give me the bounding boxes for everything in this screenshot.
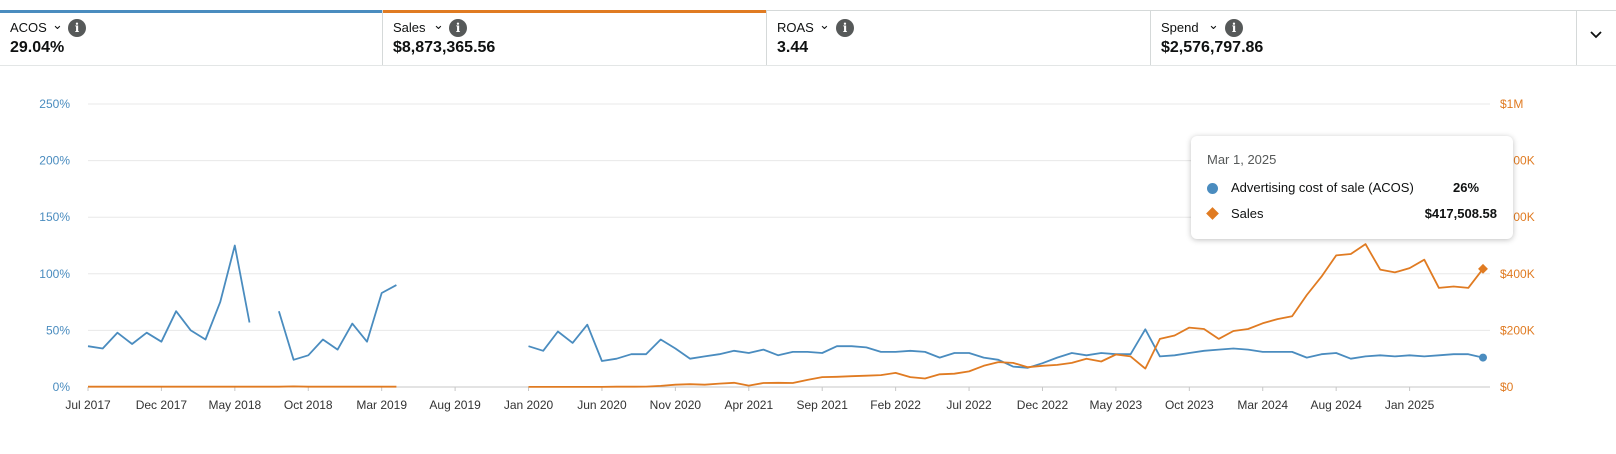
metric-acos[interactable]: ACOS ⌄ i 29.04% — [0, 10, 383, 65]
metric-sales[interactable]: Sales ⌄ i $8,873,365.56 — [383, 10, 767, 65]
metric-acos-label: ACOS — [10, 20, 47, 35]
sales-last-point — [1478, 263, 1488, 274]
info-icon[interactable]: i — [449, 19, 467, 37]
metric-spend-value: $2,576,797.86 — [1161, 39, 1264, 56]
metric-roas-value: 3.44 — [777, 39, 809, 56]
metric-sales-accent — [383, 10, 766, 13]
info-icon[interactable]: i — [68, 19, 86, 37]
x-tick-label: Jan 2025 — [1385, 398, 1435, 412]
y-right-tick-label: $1M — [1500, 97, 1523, 111]
metric-spend[interactable]: Spend ⌄ i $2,576,797.86 — [1151, 11, 1577, 65]
circle-marker-icon — [1207, 183, 1218, 194]
metric-acos-value: 29.04% — [10, 39, 65, 56]
x-tick-label: Oct 2023 — [1165, 398, 1214, 412]
metric-sales-label: Sales — [393, 20, 426, 35]
y-right-tick-label: $400K — [1500, 267, 1535, 281]
tooltip-date: Mar 1, 2025 — [1207, 152, 1277, 167]
y-left-tick-label: 250% — [39, 97, 70, 111]
x-tick-label: Mar 2024 — [1237, 398, 1288, 412]
x-tick-label: Jul 2017 — [65, 398, 111, 412]
x-tick-label: Feb 2022 — [870, 398, 921, 412]
y-left-tick-label: 200% — [39, 154, 70, 168]
tooltip-row-value: 26% — [1453, 180, 1480, 195]
y-left-tick-label: 100% — [39, 267, 70, 281]
metric-acos-accent — [0, 10, 382, 13]
x-tick-label: Jun 2020 — [577, 398, 627, 412]
x-tick-label: Jul 2022 — [946, 398, 992, 412]
x-tick-label: May 2018 — [208, 398, 261, 412]
x-tick-label: Dec 2022 — [1017, 398, 1069, 412]
metrics-bar: ACOS ⌄ i 29.04% Sales ⌄ i $8,873,365.56 … — [0, 10, 1616, 66]
chevron-down-icon[interactable]: ⌄ — [819, 17, 830, 32]
diamond-marker-icon — [1206, 207, 1219, 220]
y-left-tick-label: 0% — [53, 380, 71, 394]
tooltip-row-value: $417,508.58 — [1424, 206, 1497, 221]
x-tick-label: Apr 2021 — [724, 398, 773, 412]
chevron-down-icon[interactable]: ⌄ — [1208, 17, 1219, 32]
chevron-down-icon[interactable]: ⌄ — [52, 17, 63, 32]
expand-metrics-button[interactable] — [1577, 10, 1616, 64]
y-right-tick-label: $0 — [1500, 380, 1514, 394]
chevron-down-icon[interactable]: ⌄ — [433, 17, 444, 32]
info-icon[interactable]: i — [1225, 19, 1243, 37]
acos-series-line — [87, 244, 1484, 369]
tooltip-row-label: Advertising cost of sale (ACOS) — [1231, 180, 1414, 195]
x-tick-label: Dec 2017 — [136, 398, 188, 412]
y-left-tick-label: 150% — [39, 210, 70, 224]
x-tick-label: Oct 2018 — [284, 398, 333, 412]
y-left-tick-label: 50% — [46, 323, 70, 337]
x-tick-label: Aug 2024 — [1310, 398, 1362, 412]
metric-sales-value: $8,873,365.56 — [393, 39, 496, 56]
acos-last-point — [1479, 353, 1487, 362]
x-tick-label: Sep 2021 — [797, 398, 849, 412]
metric-spend-label: Spend — [1161, 20, 1199, 35]
x-tick-label: May 2023 — [1090, 398, 1143, 412]
info-icon[interactable]: i — [836, 19, 854, 37]
chart-tooltip: Mar 1, 2025 Advertising cost of sale (AC… — [1191, 136, 1513, 239]
chevron-down-icon — [1590, 31, 1602, 39]
x-tick-label: Jan 2020 — [504, 398, 554, 412]
x-tick-label: Nov 2020 — [650, 398, 702, 412]
sales-series-line — [88, 243, 1484, 388]
x-tick-label: Aug 2019 — [429, 398, 481, 412]
y-right-tick-label: $200K — [1500, 323, 1535, 337]
metric-roas-label: ROAS — [777, 20, 814, 35]
x-tick-label: Mar 2019 — [356, 398, 407, 412]
tooltip-row-label: Sales — [1231, 206, 1264, 221]
metric-roas[interactable]: ROAS ⌄ i 3.44 — [767, 11, 1151, 65]
